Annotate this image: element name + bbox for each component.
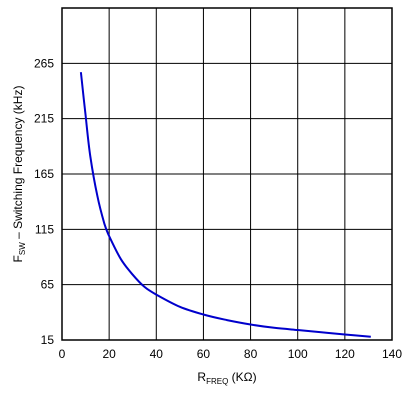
y-tick-label: 265: [34, 56, 54, 70]
y-tick-label: 65: [41, 278, 55, 292]
y-tick-label: 215: [34, 112, 54, 126]
x-axis-title-unit: (KΩ): [228, 370, 256, 384]
y-tick-label: 165: [34, 167, 54, 181]
plot-frame: [61, 7, 393, 341]
grid: [61, 8, 393, 341]
y-axis-title-main: F: [11, 255, 25, 262]
y-axis-title-sub: SW: [18, 242, 27, 255]
x-tick-label: 20: [102, 347, 116, 361]
x-tick-label: 60: [197, 347, 211, 361]
x-axis-title: RFREQ (KΩ): [197, 370, 256, 386]
y-axis-title-rest: – Switching Frequency (kHz): [11, 86, 25, 243]
x-tick-label: 120: [335, 347, 355, 361]
y-tick-labels: 15 65 115 165 215 265: [34, 56, 54, 347]
y-tick-label: 15: [41, 333, 55, 347]
x-tick-label: 80: [244, 347, 258, 361]
x-tick-label: 100: [288, 347, 308, 361]
x-axis-title-sub: FREQ: [206, 377, 228, 386]
x-tick-label: 140: [382, 347, 402, 361]
x-tick-label: 0: [59, 347, 66, 361]
y-axis-title: FSW – Switching Frequency (kHz): [11, 86, 27, 263]
x-tick-labels: 0 20 40 60 80 100 120 140: [59, 347, 403, 361]
y-tick-label: 115: [35, 222, 54, 236]
x-axis-title-main: R: [197, 370, 206, 384]
x-tick-label: 40: [150, 347, 164, 361]
series-line: [79, 72, 371, 338]
